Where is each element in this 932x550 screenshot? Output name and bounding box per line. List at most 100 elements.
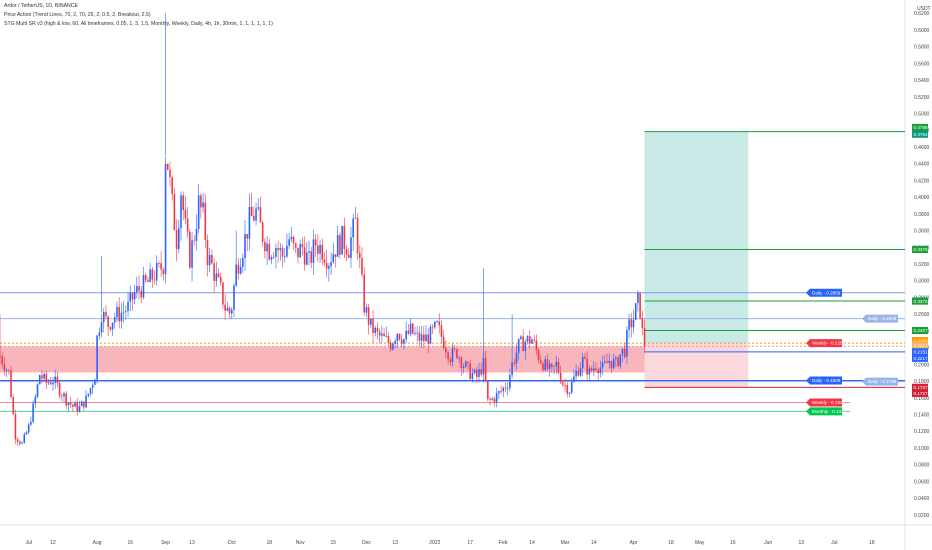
candle-body xyxy=(5,369,8,371)
candle-body xyxy=(169,169,171,178)
price-tick-label: 0.2600 xyxy=(914,312,930,318)
candle-body xyxy=(308,251,310,253)
candle-body xyxy=(297,247,299,258)
candle-body xyxy=(478,369,480,377)
candle-body xyxy=(480,369,482,375)
candle-body xyxy=(420,334,423,341)
candle-body xyxy=(25,432,28,435)
time-tick-label: 15 xyxy=(331,540,337,546)
candle-body xyxy=(32,403,34,422)
candle-body xyxy=(208,254,211,266)
candle-body xyxy=(253,215,255,221)
candle-body xyxy=(149,269,151,282)
sr-level-label: Weekly - 0.1545 xyxy=(812,400,846,405)
candle-body xyxy=(621,348,624,355)
candle-body xyxy=(328,266,330,269)
price-tick-label: 0.3000 xyxy=(914,279,930,285)
candle-body xyxy=(354,217,357,219)
candle-body xyxy=(184,210,187,219)
candle-body xyxy=(367,307,370,325)
time-tick-label: 16 xyxy=(127,540,133,546)
candle-body xyxy=(502,387,505,392)
candle-body xyxy=(279,248,282,251)
candle-body xyxy=(281,248,284,257)
candle-body xyxy=(294,243,297,248)
candle-body xyxy=(319,244,321,254)
candle-body xyxy=(306,252,308,265)
indicator-price-action[interactable]: Price Action (Trend Lines, 70, 2, 70, 25… xyxy=(4,12,151,18)
candle-body xyxy=(54,376,56,383)
price-tick-label: 0.3200 xyxy=(914,262,930,268)
support-zone xyxy=(0,346,645,373)
candle-body xyxy=(89,388,92,394)
candle-body xyxy=(78,406,81,412)
candle-body xyxy=(211,254,213,264)
candle-body xyxy=(427,334,430,344)
candle-body xyxy=(429,326,432,344)
price-tick-label: 0.1000 xyxy=(914,446,930,452)
candle-body xyxy=(553,366,555,367)
candle-body xyxy=(462,366,465,368)
candle-body xyxy=(634,303,637,320)
price-axis-tag xyxy=(912,326,928,335)
candle-body xyxy=(487,380,489,400)
candle-body xyxy=(581,356,584,369)
candle-body xyxy=(30,421,32,425)
candle-body xyxy=(325,263,328,269)
candle-body xyxy=(493,398,496,403)
candle-body xyxy=(180,195,182,229)
candle-body xyxy=(595,368,597,370)
candle-body xyxy=(303,247,306,265)
candle-body xyxy=(445,348,447,353)
candle-body xyxy=(173,193,176,231)
price-axis-tag-label: 0.2217 xyxy=(914,356,928,361)
candle-body xyxy=(451,348,454,363)
candle-body xyxy=(87,393,90,396)
candles xyxy=(0,156,646,447)
price-axis-tag-label: 0.2217 xyxy=(914,343,928,348)
price-tick-label: 0.6000 xyxy=(914,28,930,34)
price-axis-tag xyxy=(912,354,928,362)
candle-body xyxy=(568,392,571,394)
time-tick-label: 18 xyxy=(267,540,273,546)
candle-body xyxy=(151,269,154,280)
candle-body xyxy=(175,230,178,249)
candle-body xyxy=(290,236,293,240)
candle-body xyxy=(233,285,235,310)
candle-body xyxy=(546,359,549,369)
time-tick-label: Jul xyxy=(25,540,31,546)
candle-body xyxy=(619,354,622,367)
time-tick-label: Jul xyxy=(831,540,837,546)
candle-body xyxy=(363,274,366,313)
candle-body xyxy=(632,319,635,328)
price-tick-label: 0.3800 xyxy=(914,212,930,218)
candle-body xyxy=(336,235,339,257)
candle-body xyxy=(385,335,388,337)
symbol-title[interactable]: Ardor / TetherUS, 1D, BINANCE xyxy=(4,3,78,9)
candle-body xyxy=(317,245,319,254)
price-axis-tag xyxy=(912,341,928,349)
candle-body xyxy=(434,322,436,328)
candle-body xyxy=(643,327,646,347)
candle-body xyxy=(378,331,381,336)
candle-body xyxy=(49,382,52,385)
candle-body xyxy=(557,361,560,373)
candle-body xyxy=(628,319,630,330)
time-tick-label: 17 xyxy=(467,540,473,546)
price-axis-tag xyxy=(912,337,928,345)
candle-body xyxy=(562,382,564,385)
candle-body xyxy=(91,384,94,389)
sr-level-tag xyxy=(806,407,842,416)
candle-body xyxy=(131,292,134,300)
price-tick-label: 0.1200 xyxy=(914,429,930,435)
candle-body xyxy=(76,402,79,412)
indicator-multi-sr[interactable]: STG Multi SR v3 (high & low, 60, All tim… xyxy=(4,21,273,27)
price-tick-label: 0.5000 xyxy=(914,111,930,117)
candle-body xyxy=(423,334,425,342)
candle-body xyxy=(197,195,200,230)
candle-body xyxy=(407,330,410,334)
candle-body xyxy=(63,393,65,397)
candle-body xyxy=(449,359,452,363)
